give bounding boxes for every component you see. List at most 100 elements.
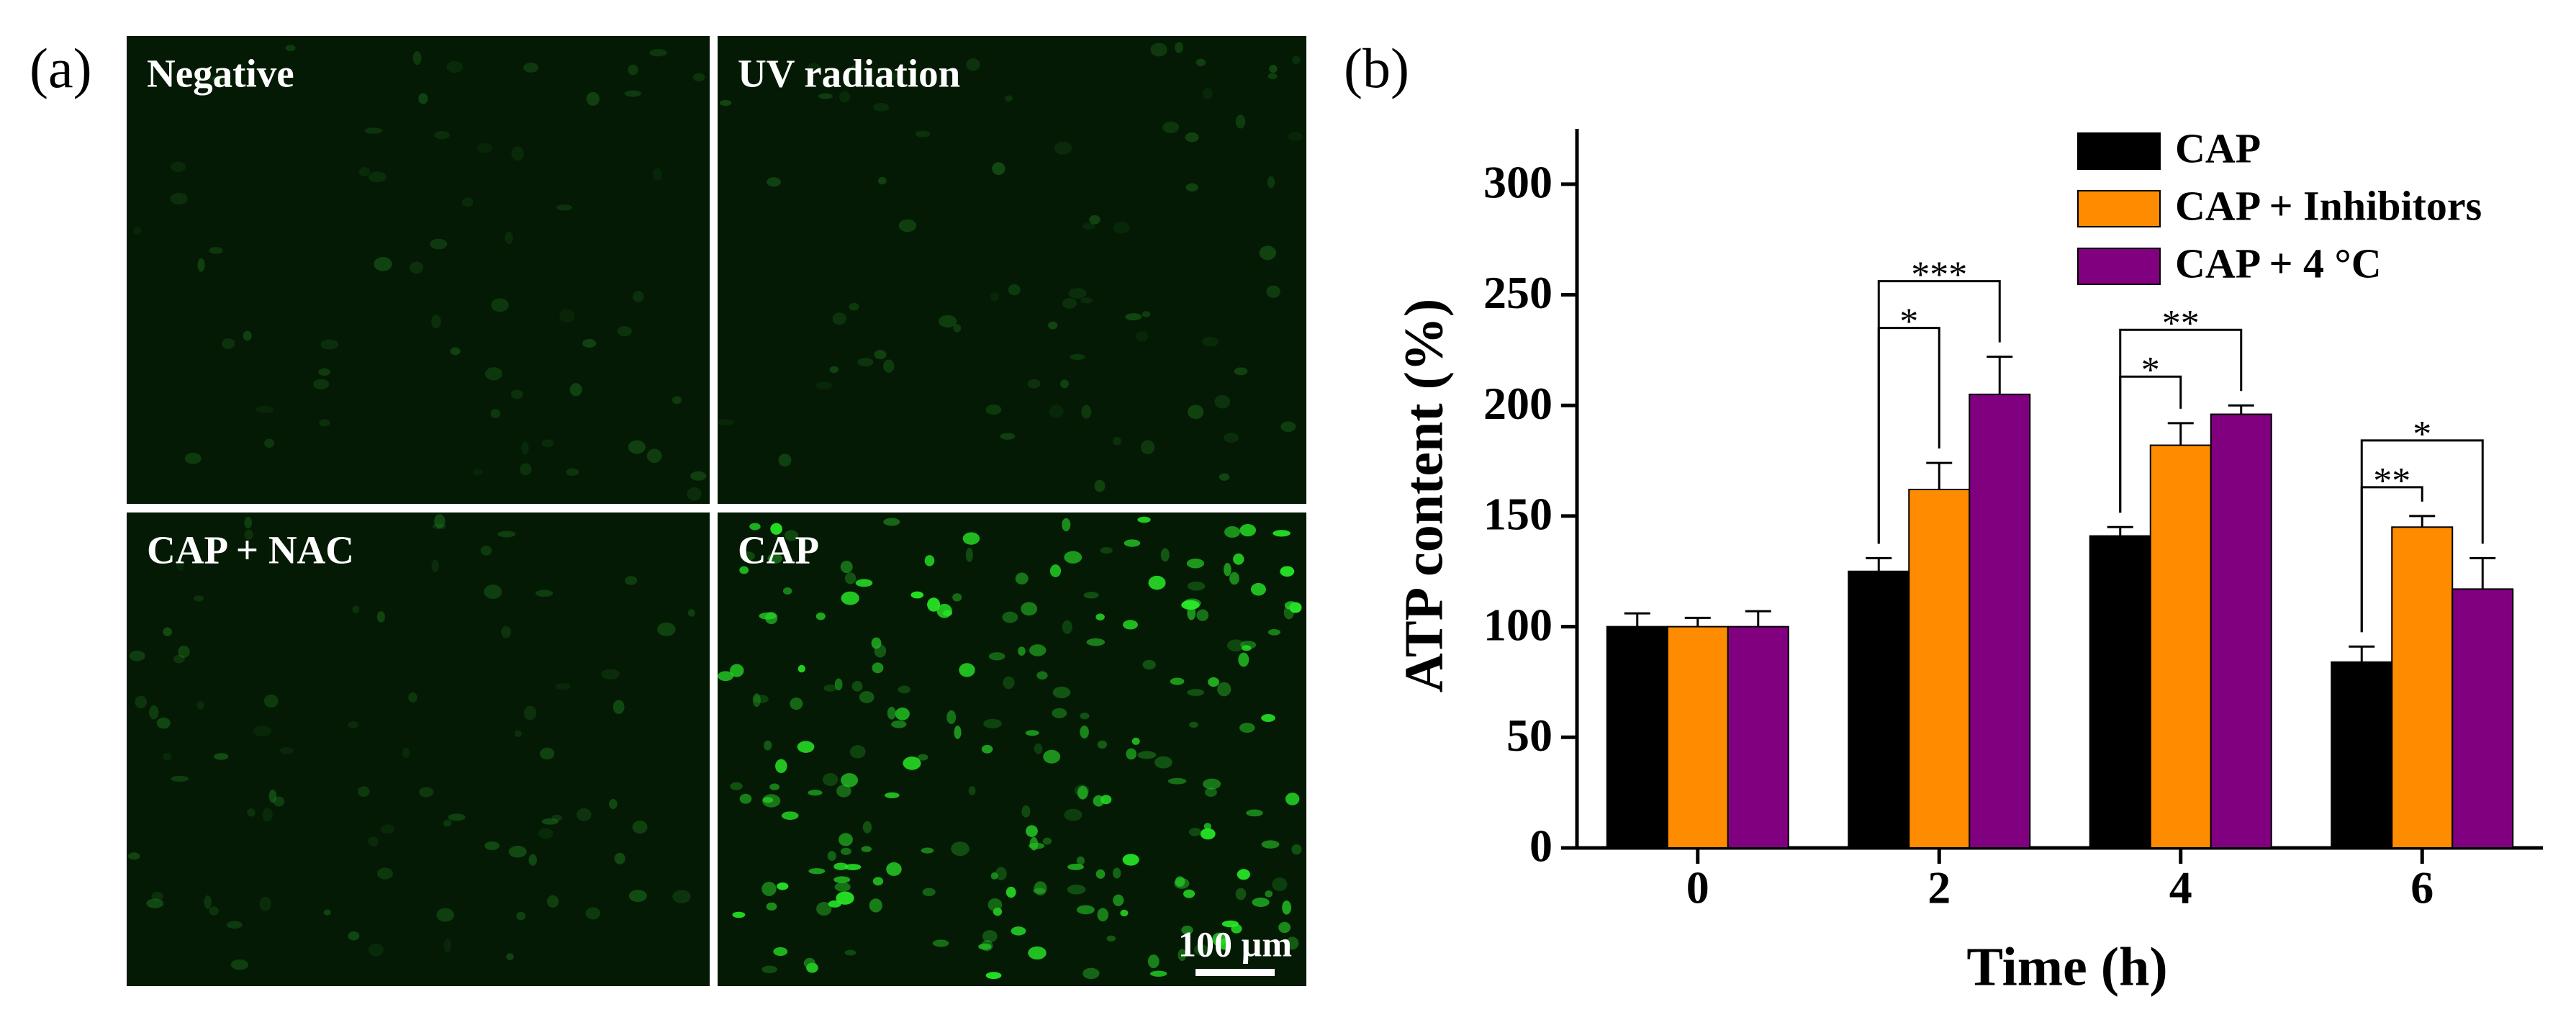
cell <box>523 705 537 721</box>
cell <box>628 890 647 903</box>
cell <box>501 626 511 638</box>
cell <box>1081 405 1092 419</box>
cell <box>318 368 331 376</box>
bar <box>1606 626 1668 849</box>
cell <box>1246 809 1263 817</box>
cell <box>1113 867 1121 879</box>
image-label: UV radiation <box>738 52 960 96</box>
cell <box>540 747 555 760</box>
cell <box>1076 905 1095 915</box>
cell <box>917 754 928 761</box>
cell <box>1080 713 1090 720</box>
cell <box>922 888 936 896</box>
cell <box>1185 132 1199 143</box>
cell <box>775 759 787 773</box>
cell <box>364 127 383 134</box>
cell <box>1278 921 1291 934</box>
cell <box>1005 95 1013 102</box>
cell <box>173 654 185 664</box>
cell <box>582 338 597 348</box>
cell <box>151 892 164 901</box>
cell <box>256 405 274 413</box>
cell <box>374 256 392 271</box>
cell <box>840 847 851 855</box>
cell <box>1154 756 1172 769</box>
cell <box>1097 740 1108 749</box>
x-tick-label: 6 <box>2410 862 2433 913</box>
cell <box>781 811 799 821</box>
cell <box>1178 949 1187 962</box>
cell <box>885 71 898 81</box>
cell <box>982 930 998 943</box>
cell <box>993 907 1003 916</box>
cell <box>803 957 815 969</box>
cell <box>988 898 1003 912</box>
cell <box>841 591 859 605</box>
cell <box>473 469 483 476</box>
cell <box>178 645 190 659</box>
cell <box>778 453 792 467</box>
x-tick-label: 0 <box>1686 862 1709 913</box>
cell <box>576 808 592 821</box>
cell <box>133 227 142 235</box>
cell <box>739 566 749 574</box>
cell <box>1233 553 1244 565</box>
cell <box>535 590 553 597</box>
cell <box>990 292 1000 302</box>
cell <box>146 898 164 908</box>
cell <box>1021 805 1031 818</box>
cell <box>430 238 448 250</box>
cell <box>1181 925 1193 935</box>
cell <box>1122 854 1139 866</box>
cell <box>313 379 330 390</box>
cell <box>797 664 805 673</box>
cell <box>1269 65 1278 73</box>
cell <box>1261 713 1275 723</box>
cell <box>953 324 962 333</box>
cell <box>985 405 1002 415</box>
cell <box>832 312 846 325</box>
cell <box>761 794 781 808</box>
cell <box>555 683 571 690</box>
cell <box>732 911 746 918</box>
cell <box>1093 795 1105 807</box>
cell <box>924 555 935 566</box>
cell <box>844 572 857 584</box>
cell <box>903 757 921 770</box>
image-label: CAP + NAC <box>147 528 354 572</box>
cell <box>431 559 439 572</box>
cell <box>1175 876 1185 887</box>
cell <box>352 605 360 614</box>
cell <box>1136 331 1149 342</box>
cell <box>508 846 527 858</box>
cell <box>491 298 509 312</box>
cell <box>946 710 957 724</box>
cell <box>1267 628 1280 636</box>
cell <box>556 204 573 211</box>
cell <box>927 597 941 612</box>
image-label: Negative <box>147 52 294 96</box>
cell <box>244 529 253 540</box>
panel-label: (a) <box>30 37 92 99</box>
cell <box>511 389 523 399</box>
cell <box>434 130 450 140</box>
cell <box>632 291 644 302</box>
cell <box>1203 823 1211 830</box>
cell <box>1077 785 1088 800</box>
cell <box>797 741 815 753</box>
cell <box>1106 935 1116 942</box>
cell <box>505 231 513 245</box>
y-tick-label: 0 <box>1529 821 1553 872</box>
cell <box>932 939 949 947</box>
cell <box>1142 311 1151 317</box>
cell <box>959 663 975 677</box>
cell <box>419 787 434 798</box>
cell <box>877 176 887 185</box>
cell <box>1272 877 1288 892</box>
cell <box>559 309 575 323</box>
cell <box>1052 686 1071 699</box>
cell <box>1062 620 1072 634</box>
cell <box>443 819 452 827</box>
cell <box>476 143 493 153</box>
cell <box>898 219 917 232</box>
